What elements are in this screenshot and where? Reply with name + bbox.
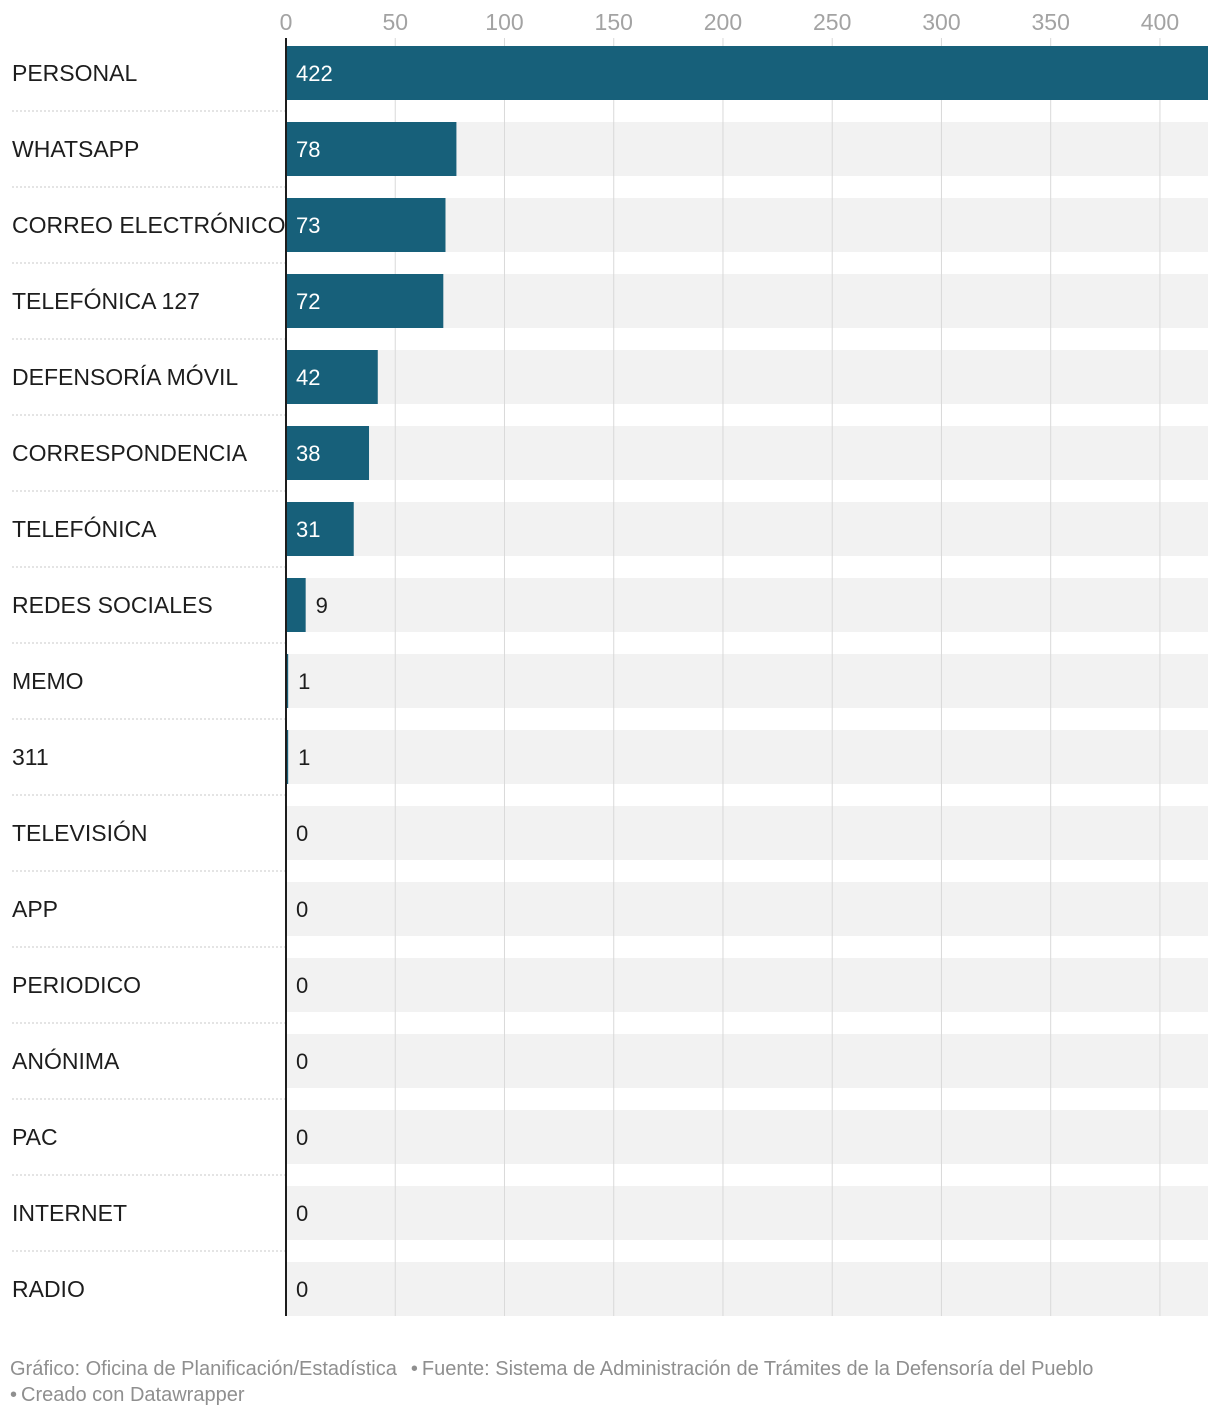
category-label: APP <box>12 896 58 922</box>
category-label: 311 <box>12 744 49 770</box>
category-label: PERSONAL <box>12 60 137 86</box>
value-label: 422 <box>296 61 333 86</box>
bar-track <box>286 1186 1208 1240</box>
value-label: 0 <box>296 821 308 846</box>
x-tick-label: 400 <box>1141 9 1179 35</box>
x-tick-label: 0 <box>280 9 293 35</box>
bar-track <box>286 730 1208 784</box>
x-tick-label: 300 <box>922 9 960 35</box>
chart-footer: Gráfico: Oficina de Planificación/Estadí… <box>10 1356 1210 1408</box>
category-label: CORRESPONDENCIA <box>12 440 248 466</box>
bar-track <box>286 882 1208 936</box>
value-label: 1 <box>298 669 310 694</box>
bar <box>286 502 354 556</box>
bar <box>286 426 370 480</box>
bar <box>286 654 289 708</box>
category-label: DEFENSORÍA MÓVIL <box>12 364 238 390</box>
bar-track <box>286 426 1208 480</box>
footer-separator: • <box>410 1358 418 1380</box>
x-tick-label: 50 <box>382 9 408 35</box>
value-label: 38 <box>296 441 320 466</box>
bar <box>286 122 457 176</box>
value-label: 0 <box>296 897 308 922</box>
category-label: INTERNET <box>12 1200 127 1226</box>
value-label: 31 <box>296 517 320 542</box>
bar <box>286 46 1208 100</box>
bar-track <box>286 1110 1208 1164</box>
bar-track <box>286 1034 1208 1088</box>
x-tick-label: 200 <box>704 9 742 35</box>
x-tick-label: 100 <box>485 9 523 35</box>
footer-source: Fuente: Sistema de Administración de Trá… <box>421 1358 1094 1380</box>
category-label: TELEVISIÓN <box>12 820 147 846</box>
bar <box>286 198 446 252</box>
footer-credit: Gráfico: Oficina de Planificación/Estadí… <box>10 1358 397 1380</box>
value-label: 73 <box>296 213 320 238</box>
value-label: 0 <box>296 1201 308 1226</box>
bar-track <box>286 958 1208 1012</box>
bar-track <box>286 806 1208 860</box>
category-label: CORREO ELECTRÓNICO <box>12 212 285 238</box>
bar <box>286 274 444 328</box>
x-tick-label: 350 <box>1032 9 1070 35</box>
category-label: PAC <box>12 1124 58 1150</box>
category-label: WHATSAPP <box>12 136 139 162</box>
bar-track <box>286 578 1208 632</box>
x-tick-label: 250 <box>813 9 851 35</box>
bar-track <box>286 502 1208 556</box>
category-label: TELEFÓNICA <box>12 516 157 542</box>
category-label: REDES SOCIALES <box>12 592 213 618</box>
value-label: 0 <box>296 973 308 998</box>
value-label: 0 <box>296 1125 308 1150</box>
category-label: TELEFÓNICA 127 <box>12 288 200 314</box>
footer-tool: Creado con Datawrapper <box>21 1384 245 1406</box>
value-label: 42 <box>296 365 320 390</box>
value-label: 1 <box>298 745 310 770</box>
category-label: RADIO <box>12 1276 85 1302</box>
category-label: PERIODICO <box>12 972 141 998</box>
bar <box>286 578 306 632</box>
footer-separator: • <box>10 1384 18 1406</box>
bar-track <box>286 654 1208 708</box>
value-label: 0 <box>296 1049 308 1074</box>
category-label: MEMO <box>12 668 84 694</box>
bar-track <box>286 1262 1208 1316</box>
value-label: 0 <box>296 1277 308 1302</box>
value-label: 72 <box>296 289 320 314</box>
x-tick-label: 150 <box>595 9 633 35</box>
bar <box>286 730 289 784</box>
bar-track <box>286 350 1208 404</box>
value-label: 9 <box>316 593 328 618</box>
value-label: 78 <box>296 137 320 162</box>
bar <box>286 350 378 404</box>
category-label: ANÓNIMA <box>12 1048 120 1074</box>
